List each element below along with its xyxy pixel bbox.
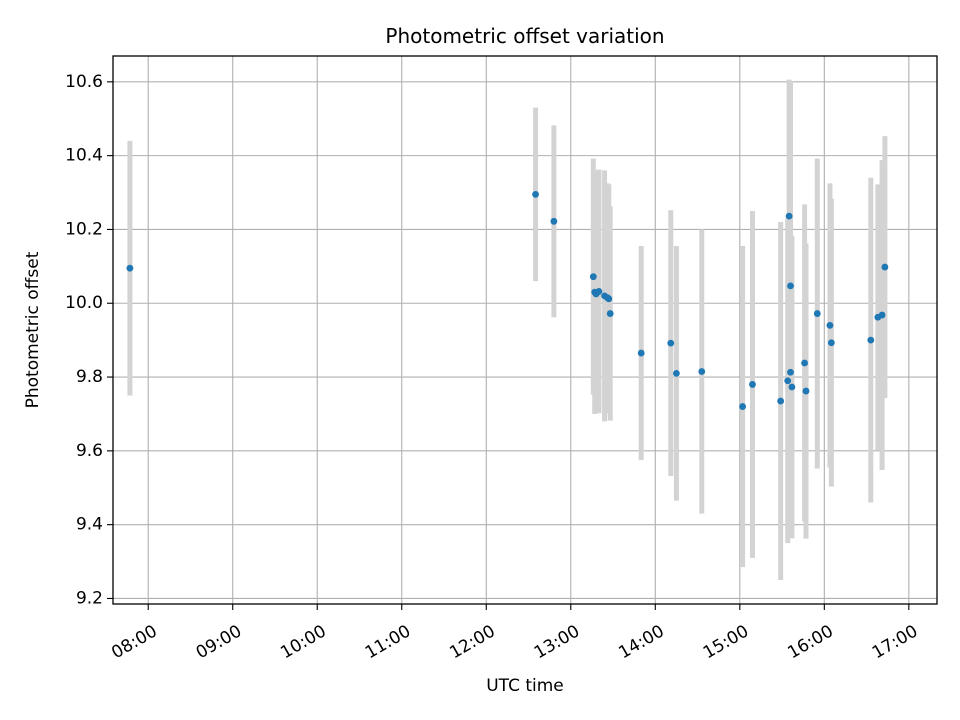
- y-tick-label: 10.4: [65, 146, 103, 166]
- data-point: [595, 288, 603, 295]
- data-point: [749, 381, 756, 388]
- y-tick-label: 9.2: [76, 588, 103, 608]
- data-point: [826, 321, 834, 329]
- data-point: [787, 368, 794, 376]
- y-tick-label: 10.0: [65, 293, 103, 313]
- y-axis-label: Photometric offset: [23, 251, 43, 408]
- data-point: [878, 311, 886, 319]
- data-point: [813, 310, 821, 317]
- x-axis-label: UTC time: [486, 676, 564, 696]
- data-point: [785, 212, 793, 220]
- data-point: [827, 339, 835, 347]
- plot-frame: [112, 55, 938, 605]
- data-point: [673, 369, 680, 377]
- data-point: [532, 190, 539, 198]
- y-tick-label: 9.4: [76, 515, 103, 535]
- data-point: [881, 263, 889, 271]
- y-tick-label: 10.6: [65, 72, 103, 92]
- data-point: [606, 310, 614, 317]
- grid: [113, 56, 937, 604]
- data-point: [784, 377, 792, 385]
- y-tick-label: 10.2: [65, 219, 103, 239]
- data-point: [867, 336, 875, 344]
- data-point: [126, 264, 134, 272]
- data-point: [788, 383, 796, 391]
- chart-title: Photometric offset variation: [385, 24, 664, 48]
- data-point: [802, 387, 810, 395]
- data-point: [777, 397, 785, 405]
- data-point: [667, 339, 675, 347]
- data-point: [550, 217, 558, 225]
- data-point: [698, 368, 706, 375]
- data-points: [126, 190, 889, 410]
- data-point: [801, 359, 808, 367]
- y-tick-label: 9.8: [76, 367, 103, 387]
- data-point: [605, 295, 613, 303]
- data-point: [637, 349, 645, 357]
- data-point: [589, 273, 597, 281]
- data-point: [739, 403, 747, 410]
- y-tick-label: 9.6: [76, 441, 103, 461]
- data-point: [787, 282, 794, 290]
- y-axis-ticks: 9.2 9.4 9.6 9.8 10.0 10.2 10.4 10.6: [65, 72, 113, 608]
